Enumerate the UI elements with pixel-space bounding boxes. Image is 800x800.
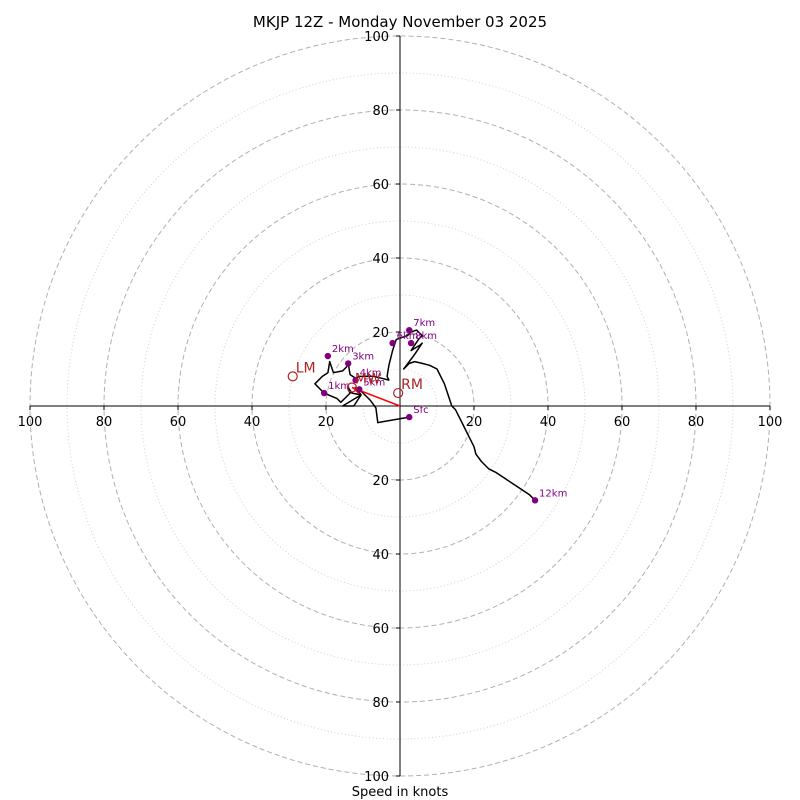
- x-tick-label: 80: [688, 415, 705, 430]
- y-tick-label: 100: [364, 30, 389, 45]
- height-label-8km: 8km: [415, 331, 437, 342]
- height-point-7km: [406, 326, 413, 334]
- x-tick-label: 60: [614, 415, 631, 430]
- y-tick-label: 20: [372, 326, 389, 341]
- height-point-3km: [345, 360, 352, 367]
- height-point-12km: [531, 497, 539, 504]
- storm-marker-rm: [393, 387, 404, 399]
- height-point-sfc: [406, 413, 413, 421]
- height-point-8km: [407, 339, 415, 347]
- storm-marker-mw: [346, 382, 357, 393]
- tick-labels: 100 80 60 40 20 20 40 60 80 100 100 80 60 40 20 20 40 60 8…: [18, 30, 783, 785]
- x-tick-label: 20: [318, 415, 335, 430]
- chart-title: MKJP 12Z - Monday November 03 2025: [253, 13, 547, 31]
- y-tick-label: 40: [372, 252, 389, 267]
- x-tick-label: 100: [758, 415, 783, 430]
- y-tick-label: 100: [364, 770, 389, 785]
- x-tick-label: 80: [96, 415, 113, 430]
- height-label-12km: 12km: [539, 488, 567, 499]
- height-point-4km: [352, 376, 359, 384]
- height-label-5km: 5km: [363, 377, 385, 388]
- y-tick-label: 80: [372, 696, 389, 711]
- height-label-6km: 6km: [397, 331, 419, 342]
- y-tick-label: 60: [372, 622, 389, 637]
- storm-label-mw: MW: [355, 372, 381, 388]
- x-tick-label: 40: [244, 415, 261, 430]
- height-point-1km: [320, 389, 328, 397]
- y-tick-label: 60: [372, 178, 389, 193]
- y-tick-label: 40: [372, 548, 389, 563]
- x-tick-label: 100: [18, 415, 43, 430]
- height-label-4km: 4km: [360, 368, 382, 379]
- x-tick-label: 40: [540, 415, 557, 430]
- height-point-5km: [356, 386, 363, 393]
- height-point-6km: [389, 339, 396, 347]
- storm-label-rm: RM: [401, 377, 423, 393]
- storm-label-lm: LM: [296, 360, 316, 376]
- storm-motions: LM MW RM: [287, 360, 423, 399]
- x-axis-label: Speed in knots: [352, 785, 449, 800]
- height-label-sfc: Sfc: [413, 405, 428, 416]
- y-tick-label: 80: [372, 104, 389, 119]
- height-point-2km: [324, 352, 332, 360]
- height-label-2km: 2km: [332, 344, 354, 355]
- x-tick-label: 20: [466, 415, 483, 430]
- x-tick-label: 60: [170, 415, 187, 430]
- y-tick-label: 20: [372, 474, 389, 489]
- height-label-1km: 1km: [328, 381, 350, 392]
- storm-marker-lm: [287, 371, 298, 382]
- height-label-7km: 7km: [413, 318, 435, 329]
- hodograph-trace: [314, 329, 536, 501]
- height-label-3km: 3km: [352, 351, 374, 362]
